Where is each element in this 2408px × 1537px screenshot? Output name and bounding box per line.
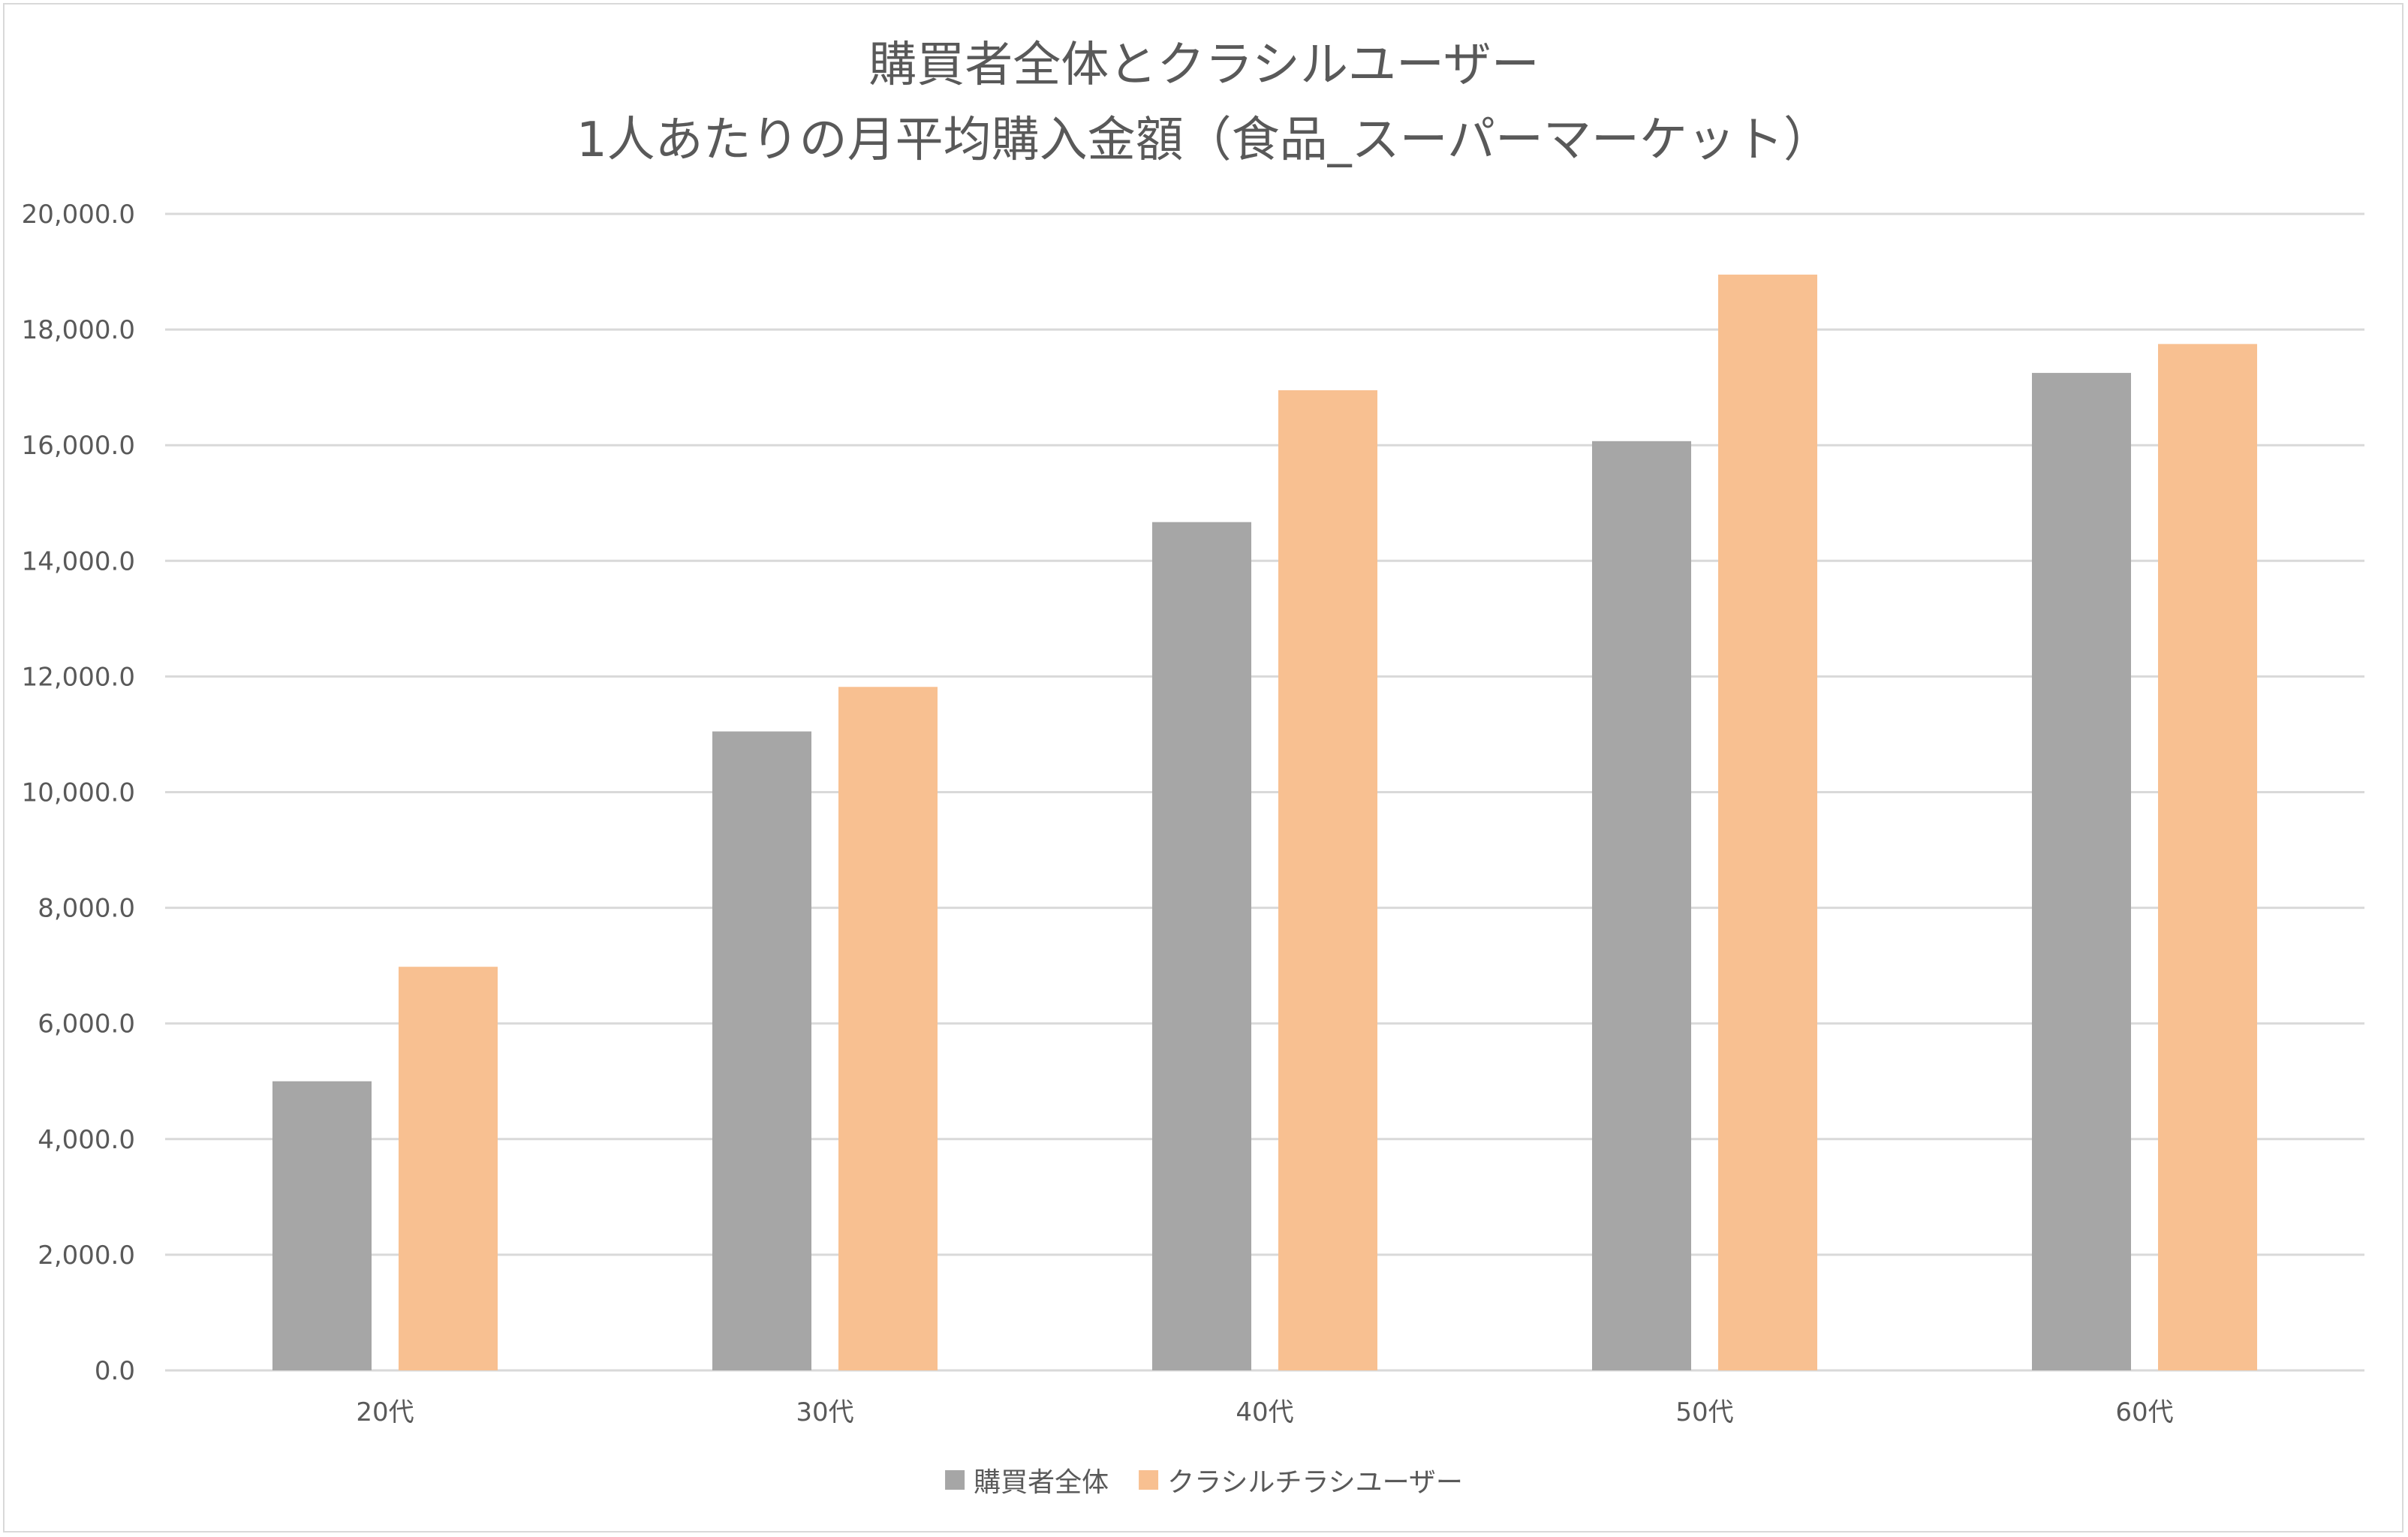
y-tick-label: 14,000.0 (22, 546, 135, 576)
y-tick-label: 6,000.0 (38, 1009, 135, 1039)
y-tick-label: 4,000.0 (38, 1125, 135, 1155)
legend-swatch (945, 1470, 965, 1490)
y-tick-label: 18,000.0 (22, 315, 135, 345)
bar-all-buyers-1 (712, 731, 811, 1370)
bar-kurashiru-users-3 (1718, 274, 1817, 1371)
bars (272, 274, 2257, 1371)
chart-title-line-1: 購買者全体とクラシルユーザー (868, 38, 1539, 93)
legend-label: 購買者全体 (974, 1467, 1109, 1498)
y-axis-tick-labels: 0.0 2,000.0 4,000.0 6,000.0 8,000.0 10,000.0 1… (22, 200, 135, 1386)
x-tick-label: 60代 (2115, 1397, 2173, 1427)
bar-all-buyers-3 (1592, 441, 1691, 1370)
bar-all-buyers-4 (2032, 372, 2131, 1371)
bar-all-buyers-0 (272, 1081, 372, 1370)
x-axis-tick-labels: 20代 30代 40代 50代 60代 (356, 1397, 2173, 1427)
y-tick-label: 12,000.0 (22, 662, 135, 692)
y-tick-label: 8,000.0 (38, 894, 135, 924)
bar-kurashiru-users-1 (838, 687, 938, 1370)
chart-title-line-2: 1人あたりの月平均購入金額（食品_スーパーマーケット） (576, 113, 1832, 168)
x-tick-label: 30代 (796, 1397, 853, 1427)
x-tick-label: 50代 (1675, 1397, 1733, 1427)
x-tick-label: 20代 (356, 1397, 414, 1427)
y-tick-label: 20,000.0 (22, 200, 135, 230)
y-tick-label: 0.0 (95, 1356, 135, 1386)
legend-swatch (1139, 1470, 1159, 1490)
x-tick-label: 40代 (1236, 1397, 1293, 1427)
bar-kurashiru-users-2 (1278, 390, 1377, 1371)
chart-title: 購買者全体とクラシルユーザー 1人あたりの月平均購入金額（食品_スーパーマーケッ… (576, 38, 1832, 168)
bar-all-buyers-2 (1152, 522, 1251, 1370)
y-tick-label: 16,000.0 (22, 431, 135, 461)
bar-kurashiru-users-4 (2158, 344, 2257, 1370)
y-tick-label: 2,000.0 (38, 1241, 135, 1271)
bar-kurashiru-users-0 (399, 967, 498, 1370)
gridlines (165, 212, 2364, 1372)
legend: 購買者全体 クラシルチラシユーザー (945, 1467, 1463, 1498)
legend-label: クラシルチラシユーザー (1167, 1467, 1463, 1498)
y-tick-label: 10,000.0 (22, 778, 135, 808)
